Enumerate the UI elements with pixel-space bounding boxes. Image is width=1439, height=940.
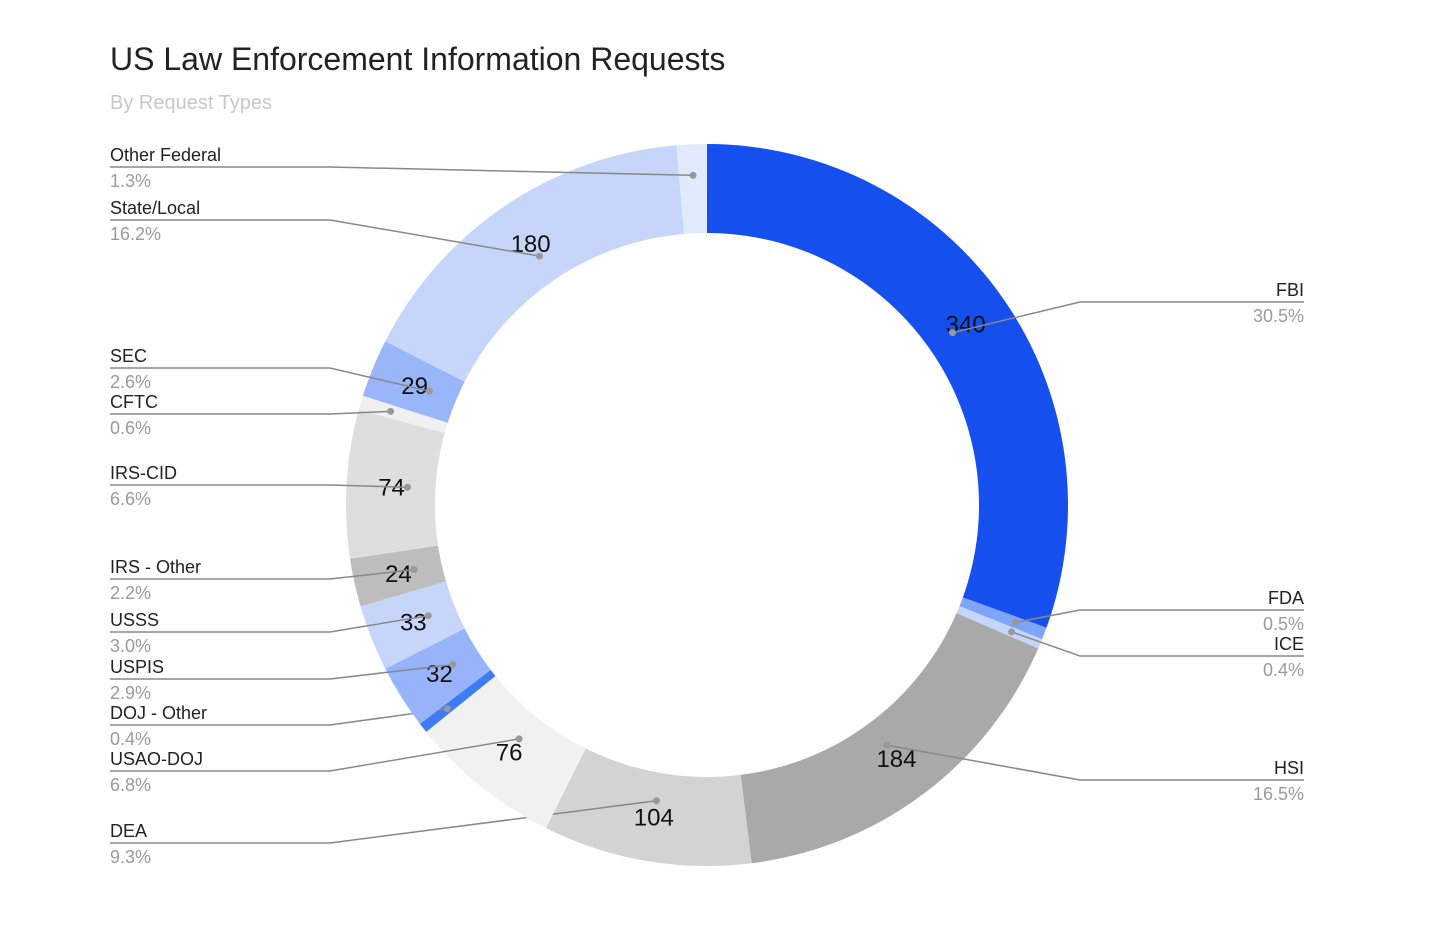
slice-value-label: 76 [496,739,523,766]
slice-percent-label: 16.2% [110,224,161,244]
donut-slice [360,581,465,669]
slice-name-label: HSI [1274,758,1304,778]
leader-line [952,301,1304,334]
donut-slice [358,395,448,433]
leader-dot [883,741,891,749]
donut-slice [707,144,1068,628]
leader-line [110,663,454,680]
slice-percent-label: 2.9% [110,683,151,703]
donut-slice [959,597,1047,640]
slice-name-label: USAO-DOJ [110,749,203,769]
donut-slice [740,613,1039,864]
slice-value-label: 74 [378,474,405,501]
leader-dot [387,407,395,415]
slice-value-label: 104 [634,804,674,831]
leader-line [110,410,391,415]
leader-dot [536,252,544,260]
leader-line [110,484,408,488]
slice-percent-label: 0.6% [110,418,151,438]
slice-percent-label: 1.3% [110,171,151,191]
slice-percent-label: 9.3% [110,847,151,867]
leader-dot [424,612,432,620]
slice-name-label: DEA [110,821,147,841]
slice-name-label: Other Federal [110,145,221,165]
slice-name-label: ICE [1274,634,1304,654]
slice-name-label: State/Local [110,198,200,218]
slice-name-label: FDA [1268,588,1304,608]
chart-title: US Law Enforcement Information Requests [110,41,725,77]
slice-percent-label: 2.6% [110,372,151,392]
leader-dot [449,661,457,669]
leader-line [110,614,429,633]
donut-slice [385,628,491,724]
leader-line [110,166,694,177]
slice-percent-label: 6.6% [110,489,151,509]
leader-dot [425,387,433,395]
donut-slice [385,145,685,382]
slice-percent-label: 0.4% [1263,660,1304,680]
slice-percent-label: 30.5% [1253,306,1304,326]
slice-percent-label: 16.5% [1253,784,1304,804]
donut-slice [346,409,445,559]
leader-dot [1011,618,1019,626]
slice-name-label: USPIS [110,657,164,677]
donut-slice [419,669,496,732]
leader-dot [1008,628,1016,636]
donut-slice [545,748,752,866]
donut-slice [676,144,707,234]
slice-name-label: IRS-CID [110,463,177,483]
slice-value-label: 184 [876,746,916,773]
leader-line [110,708,448,726]
slice-name-label: CFTC [110,392,158,412]
slice-name-label: USSS [110,610,159,630]
slice-percent-label: 3.0% [110,636,151,656]
donut-slice [350,545,446,607]
slice-value-label: 33 [400,610,427,637]
slice-percent-label: 2.2% [110,583,151,603]
leader-line [110,738,520,772]
slice-percent-label: 0.5% [1263,614,1304,634]
leader-dot [652,797,660,805]
slice-value-label: 180 [511,231,551,258]
slice-percent-label: 6.8% [110,775,151,795]
slice-name-label: FBI [1276,280,1304,300]
slice-percent-label: 0.4% [110,729,151,749]
donut-slice [426,675,586,829]
leader-line [110,367,430,392]
leader-line [110,568,415,580]
leader-line [110,219,540,257]
leader-dot [443,705,451,713]
leader-line [886,744,1304,781]
slice-name-label: IRS - Other [110,557,201,577]
chart-subtitle: By Request Types [110,92,272,114]
donut-slice [362,341,465,423]
donut-slice [956,606,1043,649]
leader-dot [410,566,418,574]
leader-dot [515,735,523,743]
slice-name-label: DOJ - Other [110,703,207,723]
slice-name-label: SEC [110,346,147,366]
leader-dot [689,171,697,179]
leader-line [1015,609,1304,624]
leader-dot [949,329,957,337]
slice-value-label: 29 [401,373,428,400]
slice-value-label: 24 [385,561,412,588]
leader-dot [404,483,412,491]
leader-line [1011,631,1304,657]
